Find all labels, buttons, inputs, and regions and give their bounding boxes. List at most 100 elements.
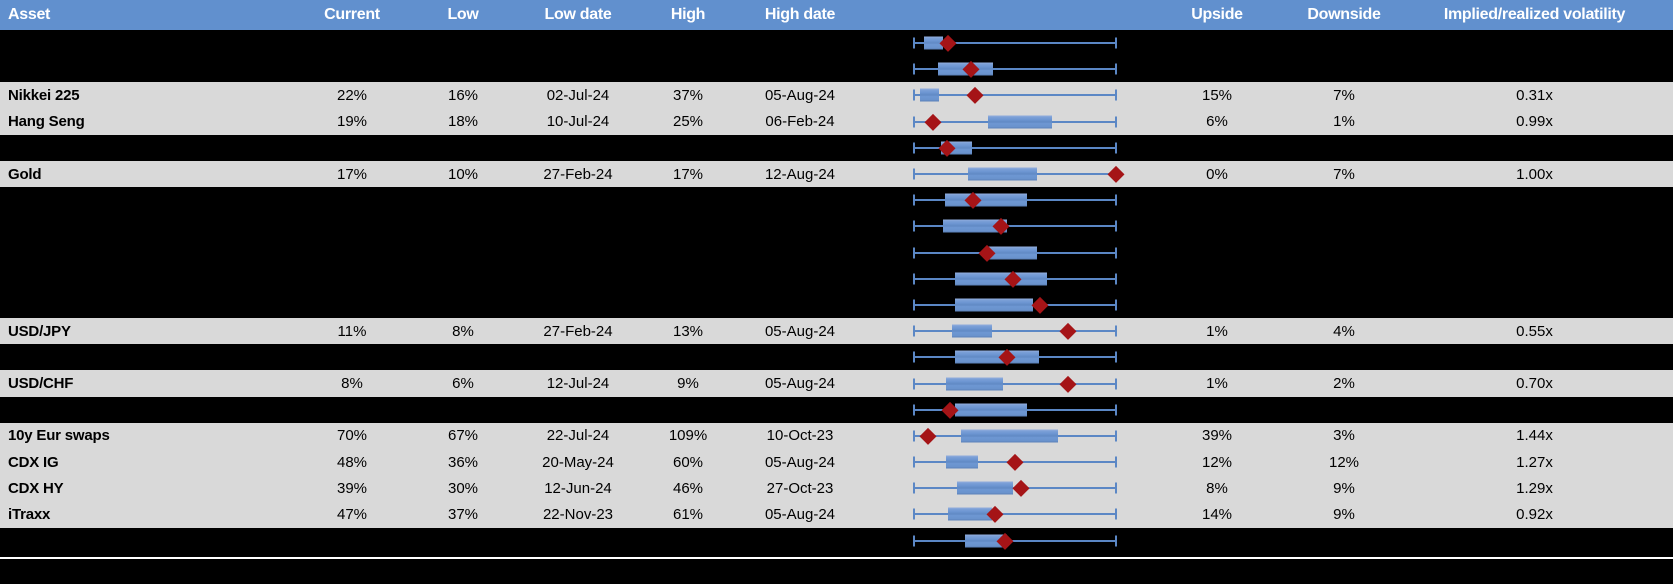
cell-low: 36% (447, 453, 479, 471)
cell-downside: 7% (1333, 86, 1355, 104)
cell-asset: 10y Eur swaps (8, 427, 110, 445)
current-marker-diamond (966, 87, 984, 104)
cell-high: 61% (672, 505, 704, 523)
whisker-cap-left (913, 378, 915, 390)
cell-low: 6% (452, 375, 474, 393)
whisker-line (913, 146, 1117, 149)
box-plot (913, 56, 1117, 82)
cell-upside: 15% (1201, 86, 1233, 104)
cell-asset: USD/CHF (8, 375, 74, 393)
current-marker-diamond (919, 427, 937, 445)
whisker-cap-left (913, 325, 915, 337)
cell-implied-volatility: 0.92x (1516, 505, 1553, 523)
cell-upside: 8% (1206, 479, 1228, 497)
cell-implied-volatility: 1.44x (1516, 427, 1553, 445)
cell-asset: Hang Seng (8, 113, 85, 131)
cell-current: 19% (336, 113, 368, 131)
box-plot (913, 449, 1117, 475)
box-plot (913, 423, 1117, 449)
iqr-box (948, 507, 992, 521)
table-row: Gold 17% 10% 27-Feb-24 17% 12-Aug-24 0% … (0, 160, 1673, 188)
box-plot (913, 109, 1117, 135)
cell-downside: 12% (1328, 453, 1360, 471)
whisker-cap-right (1115, 430, 1117, 442)
cell-asset: iTraxx (8, 505, 51, 523)
cell-implied-volatility: 0.70x (1516, 375, 1553, 393)
current-marker-diamond (1059, 323, 1077, 340)
cell-current: 70% (336, 427, 368, 445)
cell-low-date: 02-Jul-24 (546, 86, 610, 104)
box-plot (913, 475, 1117, 501)
iqr-box (986, 246, 1038, 260)
cell-high-date: 05-Aug-24 (764, 505, 836, 523)
column-header-downside: Downside (1307, 6, 1381, 23)
whisker-cap-right (1115, 37, 1117, 49)
current-marker-diamond (924, 113, 942, 130)
table-header: Asset Current Low Low date High High dat… (0, 0, 1673, 30)
whisker-line (913, 513, 1117, 516)
box-plot (913, 240, 1117, 266)
whisker-cap-right (1115, 194, 1117, 206)
cell-downside: 3% (1333, 427, 1355, 445)
current-marker-diamond (1012, 480, 1030, 497)
cell-low: 16% (447, 86, 479, 104)
cell-high: 9% (677, 375, 699, 393)
table-row: 10y Eur swaps 70% 67% 22-Jul-24 109% 10-… (0, 422, 1673, 449)
table-row-redacted (0, 56, 1673, 83)
cell-low: 10% (447, 165, 479, 183)
current-marker-diamond (1031, 296, 1049, 314)
table-row-redacted (0, 344, 1673, 371)
cell-implied-volatility: 0.31x (1516, 86, 1553, 104)
whisker-cap-right (1115, 456, 1117, 468)
table-row-redacted (0, 527, 1673, 554)
box-plot (913, 187, 1117, 213)
cell-low: 30% (447, 479, 479, 497)
cell-high: 60% (672, 453, 704, 471)
column-header-low: Low (447, 6, 479, 23)
table-row-redacted (0, 30, 1673, 57)
table-row: iTraxx 47% 37% 22-Nov-23 61% 05-Aug-24 1… (0, 501, 1673, 528)
cell-high-date: 12-Aug-24 (764, 165, 836, 183)
cell-asset: Nikkei 225 (8, 86, 80, 104)
iqr-box (955, 298, 1033, 312)
cell-downside: 9% (1333, 505, 1355, 523)
iqr-box (951, 324, 992, 338)
whisker-cap-left (913, 194, 915, 206)
whisker-cap-right (1115, 325, 1117, 337)
box-plot (913, 318, 1117, 344)
iqr-box (946, 455, 979, 469)
cell-low-date: 27-Feb-24 (543, 165, 613, 183)
whisker-cap-left (913, 535, 915, 547)
table-row-redacted (0, 291, 1673, 319)
cell-upside: 14% (1201, 505, 1233, 523)
whisker-cap-left (913, 508, 915, 520)
box-plot (913, 528, 1117, 554)
whisker-cap-left (913, 456, 915, 468)
whisker-cap-left (913, 89, 915, 101)
cell-high: 46% (672, 479, 704, 497)
column-header-upside: Upside (1191, 6, 1243, 23)
whisker-line (913, 382, 1117, 385)
cell-asset: CDX IG (8, 453, 59, 471)
column-header-asset: Asset (8, 6, 51, 23)
cell-current: 39% (336, 479, 368, 497)
iqr-box (965, 534, 1008, 548)
cell-downside: 2% (1333, 375, 1355, 393)
cell-asset: Gold (8, 165, 42, 183)
cell-low-date: 27-Feb-24 (543, 322, 613, 340)
cell-current: 22% (336, 86, 368, 104)
whisker-cap-right (1115, 116, 1117, 128)
cell-high: 17% (672, 165, 704, 183)
table-row-redacted (0, 396, 1673, 423)
box-plot (913, 135, 1117, 161)
cell-low: 8% (452, 322, 474, 340)
table-row: USD/CHF 8% 6% 12-Jul-24 9% 05-Aug-24 1% … (0, 370, 1673, 397)
whisker-cap-right (1115, 220, 1117, 232)
cell-asset: CDX HY (8, 479, 64, 497)
box-plot (913, 501, 1117, 527)
cell-current: 11% (337, 322, 367, 340)
table-row: Nikkei 225 22% 16% 02-Jul-24 37% 05-Aug-… (0, 82, 1673, 109)
cell-low: 18% (447, 113, 479, 131)
table-row: CDX IG 48% 36% 20-May-24 60% 05-Aug-24 1… (0, 449, 1673, 476)
iqr-box (942, 219, 1008, 233)
